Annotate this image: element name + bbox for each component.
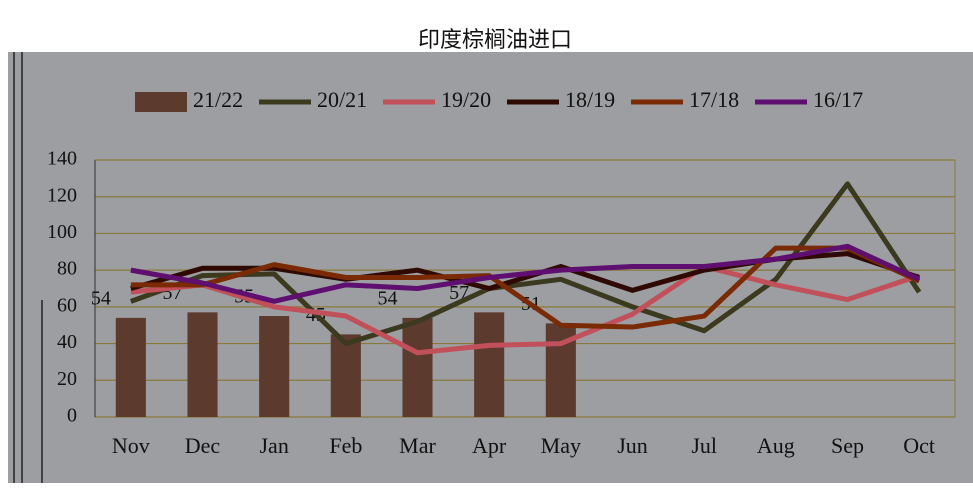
- chart-title: 印度棕榈油进口: [418, 27, 572, 52]
- x-tick-label: Jul: [691, 433, 717, 458]
- legend-label: 17/18: [689, 87, 739, 112]
- x-tick-label: Apr: [472, 433, 507, 458]
- x-tick-label: Oct: [903, 433, 935, 458]
- x-tick-label: Feb: [329, 433, 362, 458]
- line-series: [129, 181, 922, 347]
- legend-label: 18/19: [565, 87, 615, 112]
- y-tick-label: 120: [47, 184, 77, 206]
- x-tick-label: Nov: [112, 433, 150, 458]
- y-tick-label: 60: [57, 294, 77, 316]
- x-tick-label: Mar: [399, 433, 436, 458]
- line-series: [130, 243, 921, 304]
- legend-label: 21/22: [193, 87, 243, 112]
- x-tick-label: May: [541, 433, 581, 458]
- legend-label: 16/17: [813, 87, 863, 112]
- plot-area: [94, 159, 956, 418]
- line-series: [130, 263, 920, 356]
- legend-label: 20/21: [317, 87, 367, 112]
- x-tick-label: Jan: [260, 433, 289, 458]
- y-tick-label: 100: [47, 221, 77, 243]
- y-tick-label: 80: [57, 258, 77, 280]
- legend-swatch: [135, 92, 187, 112]
- y-tick-label: 140: [47, 148, 77, 170]
- bar: [330, 334, 361, 417]
- x-tick-label: Sep: [831, 433, 864, 458]
- data-label: 54: [378, 287, 398, 309]
- bar: [259, 316, 290, 417]
- bar: [187, 312, 218, 417]
- y-tick-label: 0: [67, 405, 77, 427]
- x-tick-label: Aug: [757, 433, 795, 458]
- legend-label: 19/20: [441, 87, 491, 112]
- x-tick-label: Jun: [617, 433, 648, 458]
- y-tick-label: 40: [57, 331, 77, 353]
- y-tick-label: 20: [57, 368, 77, 390]
- x-tick-label: Dec: [185, 433, 221, 458]
- bar: [474, 312, 505, 417]
- data-label: 54: [91, 287, 111, 309]
- bar: [115, 317, 146, 417]
- line-series: [130, 245, 921, 330]
- bar: [402, 317, 433, 417]
